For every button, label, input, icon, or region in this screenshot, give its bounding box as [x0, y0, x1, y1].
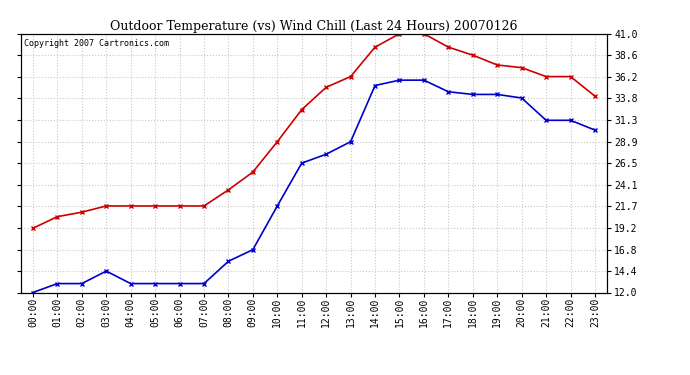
Text: Copyright 2007 Cartronics.com: Copyright 2007 Cartronics.com	[23, 39, 168, 48]
Title: Outdoor Temperature (vs) Wind Chill (Last 24 Hours) 20070126: Outdoor Temperature (vs) Wind Chill (Las…	[110, 20, 518, 33]
